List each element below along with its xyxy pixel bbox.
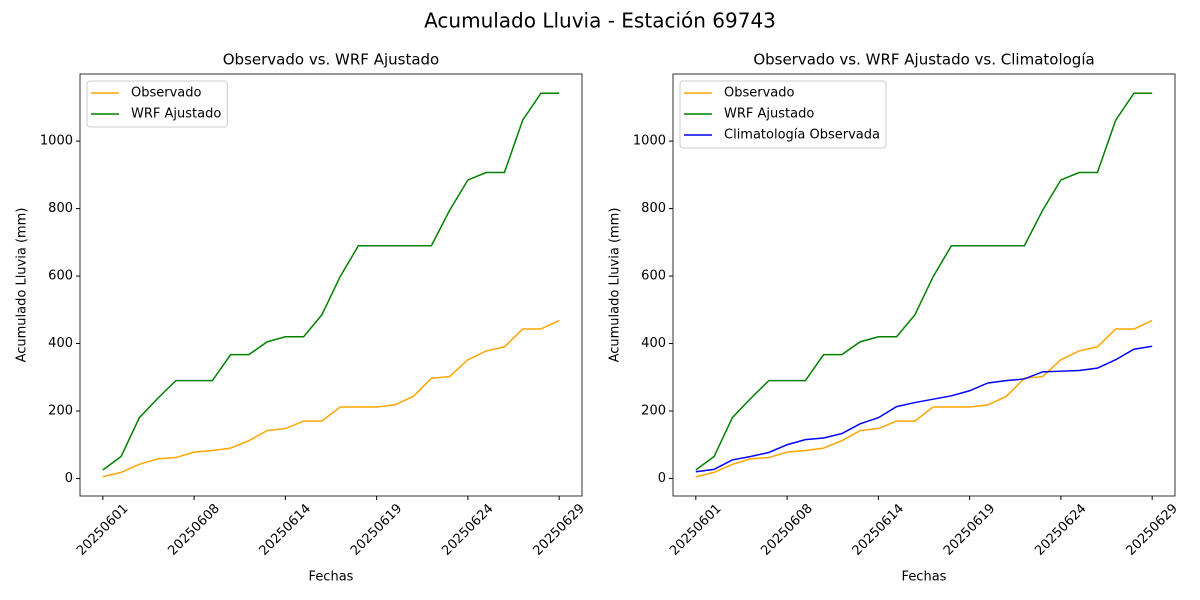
x-tick-label: 20250619 [941, 501, 998, 558]
x-tick-label: 20250608 [165, 501, 222, 558]
legend-box [679, 80, 887, 149]
subplot-title: Observado vs. WRF Ajustado [223, 51, 439, 69]
plot-frame [672, 73, 1176, 497]
legend-label: Observado [131, 86, 202, 101]
y-tick-label: 200 [641, 403, 666, 418]
x-tick-label: 20250608 [758, 501, 815, 558]
legend-label: WRF Ajustado [724, 107, 814, 122]
data-line [695, 92, 1153, 471]
legend-label: Climatología Observada [724, 128, 880, 143]
y-tick-label: 800 [48, 201, 73, 216]
figure-title: Acumulado Lluvia - Estación 69743 [424, 9, 776, 33]
x-axis-label: Fechas [309, 570, 354, 585]
x-tick-label: 20250601 [667, 501, 724, 558]
legend-label: Observado [724, 86, 795, 101]
y-tick-label: 600 [641, 269, 666, 284]
y-axis-label: Acumulado Lluvia (mm) [608, 208, 623, 363]
legend-box [86, 80, 228, 128]
legend: Observado WRF Ajustado Climatología Observ… [679, 80, 887, 149]
data-line [695, 319, 1153, 478]
y-tick-label: 0 [65, 471, 73, 486]
x-tick-label: 20250629 [530, 501, 587, 558]
subplot-title: Observado vs. WRF Ajustado vs. Climatolo… [753, 51, 1094, 69]
y-tick-label: 1000 [40, 134, 73, 149]
x-tick-label: 20250614 [850, 501, 907, 558]
data-line [102, 319, 560, 478]
x-tick-label: 20250614 [257, 501, 314, 558]
x-tick-label: 20250601 [74, 501, 131, 558]
y-tick-label: 800 [641, 201, 666, 216]
y-tick-label: 400 [48, 336, 73, 351]
legend: Observado WRF Ajustado [86, 80, 228, 128]
y-axis-label: Acumulado Lluvia (mm) [15, 208, 30, 363]
x-tick-label: 20250629 [1123, 501, 1180, 558]
x-tick-label: 20250624 [1032, 501, 1089, 558]
y-tick-label: 200 [48, 403, 73, 418]
x-axis-label: Fechas [902, 570, 947, 585]
data-line [102, 92, 560, 471]
y-tick-label: 600 [48, 269, 73, 284]
y-tick-label: 1000 [633, 134, 666, 149]
data-line [695, 345, 1153, 473]
legend-label: WRF Ajustado [131, 107, 221, 122]
x-tick-label: 20250619 [348, 501, 405, 558]
x-tick-label: 20250624 [439, 501, 496, 558]
plot-frame [79, 73, 583, 497]
y-tick-label: 400 [641, 336, 666, 351]
y-tick-label: 0 [658, 471, 666, 486]
